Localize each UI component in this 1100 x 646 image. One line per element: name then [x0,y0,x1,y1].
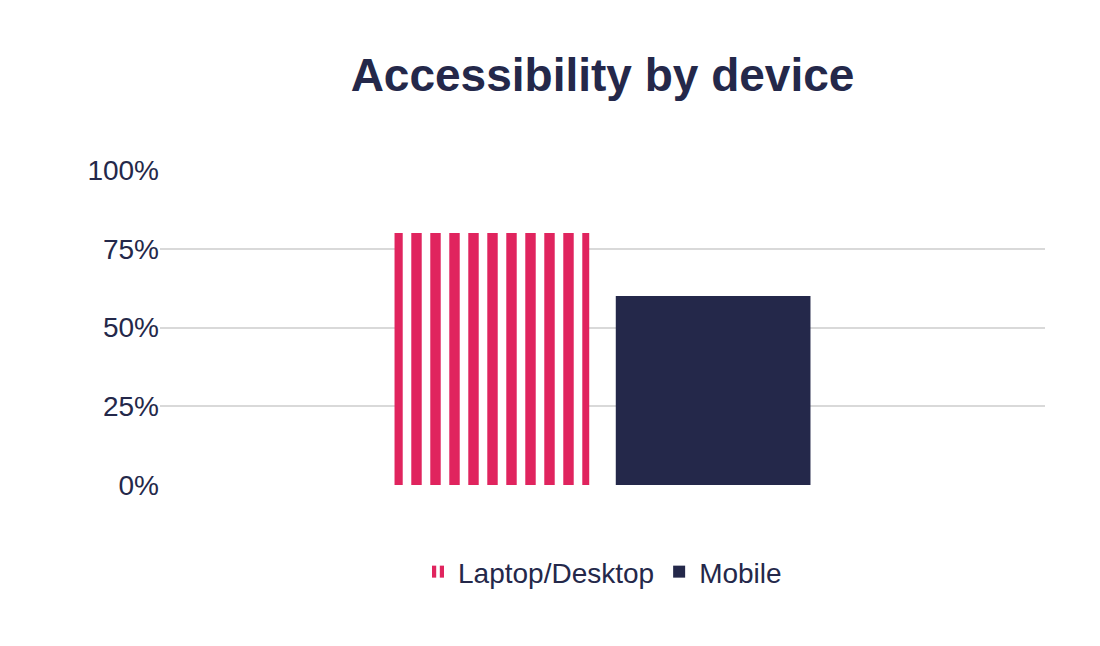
svg-text:50%: 50% [103,312,159,343]
svg-text:100%: 100% [87,155,159,186]
svg-text:Accessibility by device: Accessibility by device [351,49,855,101]
svg-text:25%: 25% [103,391,159,422]
svg-text:Mobile: Mobile [699,558,781,589]
svg-text:Laptop/Desktop: Laptop/Desktop [458,558,654,589]
svg-text:0%: 0% [119,470,159,501]
svg-text:75%: 75% [103,234,159,265]
